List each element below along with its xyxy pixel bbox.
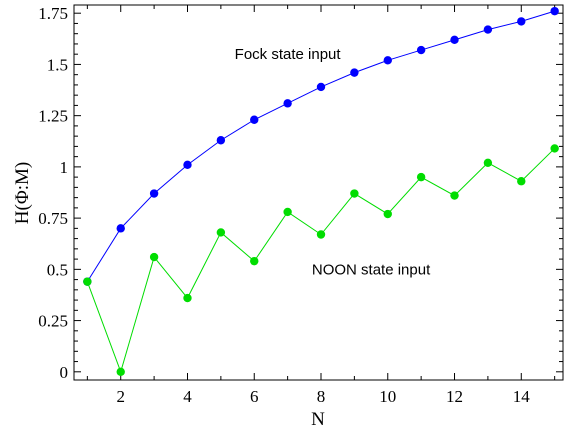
series-1-point bbox=[250, 115, 259, 124]
y-tick-label: 1.75 bbox=[38, 4, 68, 23]
series-1-point bbox=[450, 35, 459, 45]
annotation-label: NOON state input bbox=[312, 261, 431, 278]
series-1-point bbox=[183, 160, 192, 170]
y-tick-label: 0.25 bbox=[38, 312, 68, 331]
series-1-point bbox=[149, 189, 159, 198]
series-2-point bbox=[83, 277, 92, 286]
series-2-point bbox=[149, 252, 159, 262]
series-2-point bbox=[517, 177, 526, 186]
tick-marks bbox=[74, 5, 563, 380]
series-2-point bbox=[183, 293, 192, 303]
x-tick-label: 12 bbox=[446, 387, 463, 406]
series-1-point bbox=[283, 99, 292, 108]
plot-frame bbox=[73, 4, 564, 381]
x-tick-label: 8 bbox=[317, 387, 326, 406]
series-2-point bbox=[550, 144, 559, 153]
series-1-point bbox=[416, 45, 426, 55]
series-2-line bbox=[86, 148, 556, 374]
x-tick-label: 2 bbox=[116, 387, 125, 406]
series-2-point bbox=[383, 209, 392, 219]
series-2-point bbox=[416, 172, 426, 182]
series-2-point bbox=[483, 158, 493, 167]
series-1-point bbox=[517, 17, 526, 26]
annotation-label: Fock state input bbox=[235, 46, 342, 63]
x-tick-label: 4 bbox=[183, 387, 192, 406]
y-tick-label: 0 bbox=[60, 363, 69, 382]
series-1-point bbox=[116, 224, 125, 233]
series-points bbox=[83, 6, 559, 377]
x-tick-label: 10 bbox=[379, 387, 396, 406]
series-1-point bbox=[550, 6, 559, 16]
x-tick-label: 6 bbox=[250, 387, 259, 406]
series-2-point bbox=[116, 367, 125, 377]
y-tick-label: 0.75 bbox=[38, 209, 68, 228]
series-2-point bbox=[316, 230, 326, 239]
series-2-point bbox=[216, 228, 226, 237]
y-tick-label: 1.25 bbox=[38, 107, 68, 126]
y-tick-label: 0.5 bbox=[47, 260, 68, 279]
series-2-point bbox=[350, 189, 359, 198]
series-2-point bbox=[250, 256, 259, 266]
tick-labels: 2 4 6 8 10 12 14 0 0.25 0.5 0.75 1 1.25 1.5 1.75 bbox=[38, 4, 530, 406]
series-1-point bbox=[383, 56, 392, 65]
annotations: Fock state input NOON state input bbox=[235, 46, 431, 278]
x-tick-label: 14 bbox=[513, 387, 531, 406]
series-1-point bbox=[350, 68, 359, 77]
y-tick-label: 1 bbox=[60, 158, 69, 177]
series-1-point bbox=[316, 82, 326, 92]
x-axis-label: N bbox=[311, 409, 325, 430]
series-1-point bbox=[483, 25, 493, 34]
y-axis-label: H(Φ:M) bbox=[12, 162, 33, 224]
series-2-point bbox=[283, 207, 292, 217]
series-2-point bbox=[450, 191, 459, 200]
series-1-point bbox=[216, 136, 226, 145]
y-tick-label: 1.5 bbox=[47, 55, 68, 74]
